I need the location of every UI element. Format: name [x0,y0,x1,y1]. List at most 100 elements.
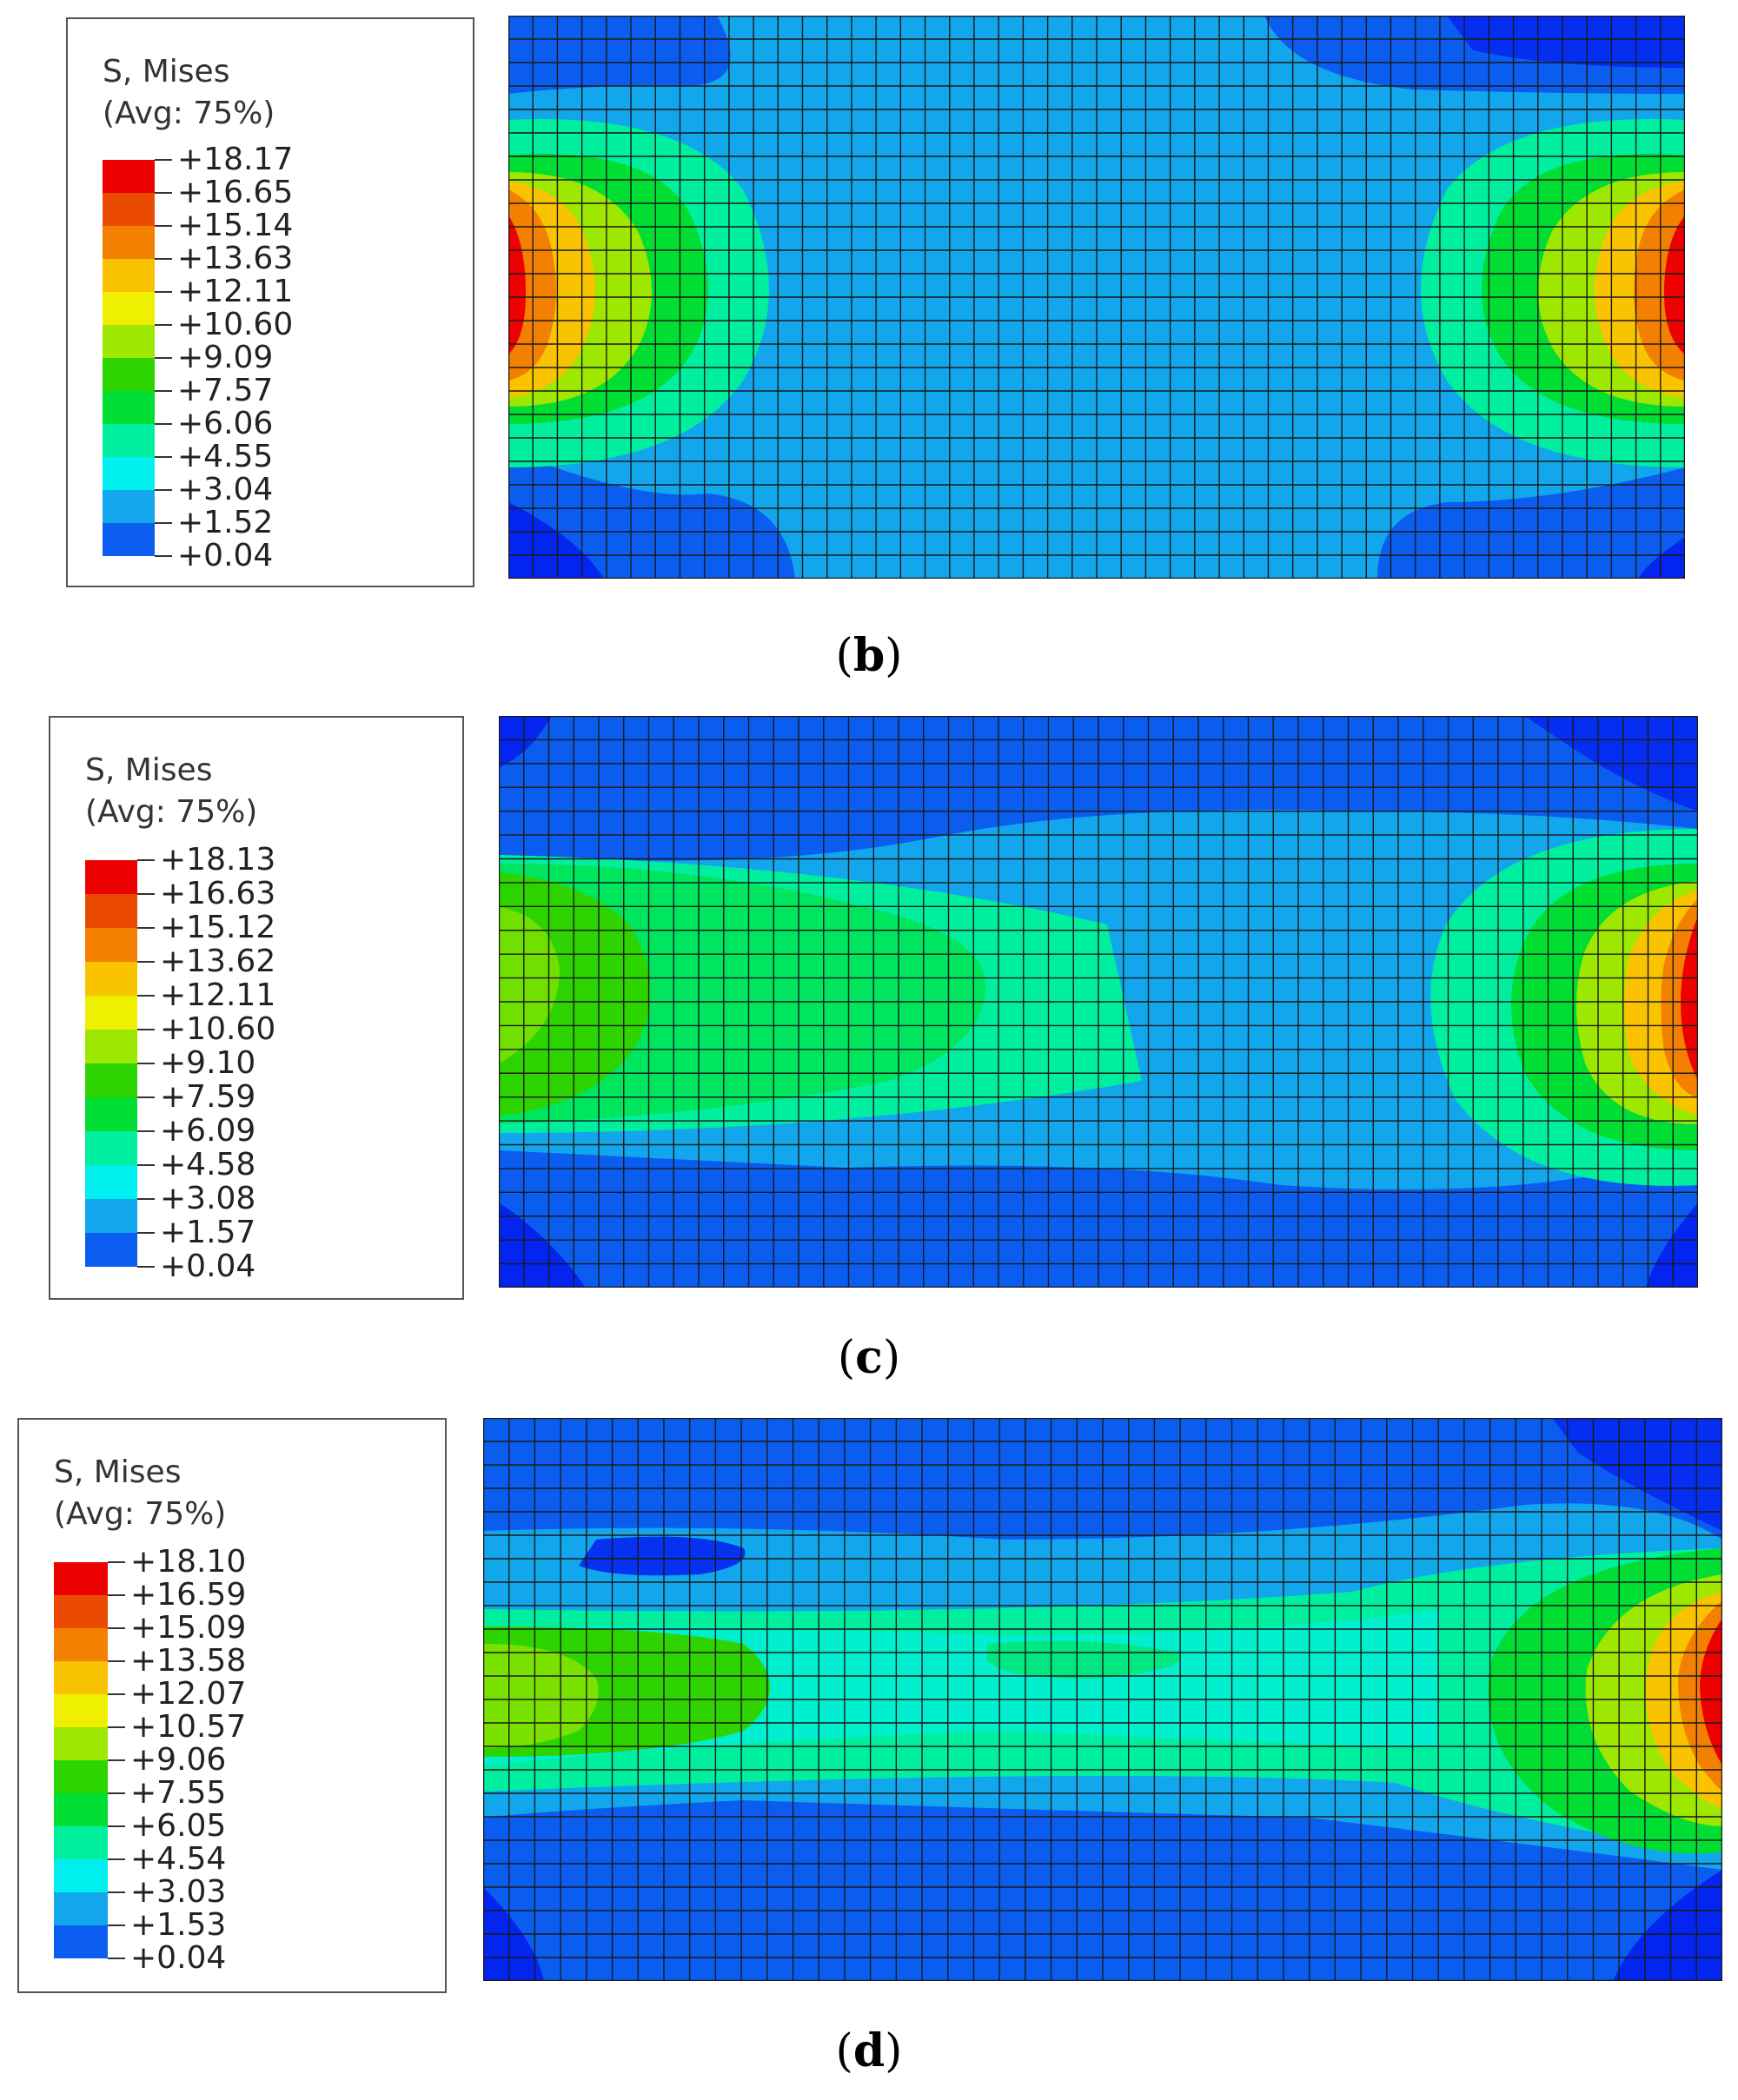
caption-b: (b) [835,629,903,682]
legend-swatch [85,928,137,962]
legend-value: +13.63 [177,241,294,276]
legend-value: +15.12 [160,910,276,945]
legend-swatch [103,358,155,391]
legend-value: +6.09 [160,1113,256,1149]
legend-swatch [85,996,137,1030]
legend-swatch [85,894,137,928]
legend-tick [137,893,155,895]
legend-swatch [54,1562,108,1595]
legend-tick [108,1958,125,1959]
legend-subtitle-c: (Avg: 75%) [85,794,258,830]
legend-value: +1.57 [160,1215,256,1250]
legend-swatch [54,1925,108,1958]
legend-value: +3.08 [160,1181,256,1216]
legend-tick [108,1924,125,1926]
legend-value: +9.09 [177,340,274,375]
legend-subtitle-b: (Avg: 75%) [103,96,275,131]
legend-tick [155,324,172,326]
legend-value: +10.60 [160,1011,276,1047]
legend-swatch [103,523,155,556]
legend-swatch [103,292,155,325]
legend-swatch [103,193,155,226]
legend-swatch [103,160,155,193]
legend-c: S, Mises (Avg: 75%) +18.13 +16.63 +15.12 +1… [49,716,464,1300]
legend-swatch [54,1727,108,1760]
legend-tick [155,357,172,359]
legend-tick [137,1063,155,1064]
legend-value: +12.11 [160,977,276,1013]
legend-value: +9.10 [160,1045,256,1081]
legend-value: +16.59 [130,1577,247,1613]
legend-swatch [54,1595,108,1628]
legend-value: +15.14 [177,208,294,243]
legend-value: +9.06 [130,1742,227,1778]
legend-tick [155,192,172,194]
legend-tick [137,1266,155,1268]
legend-value: +1.53 [130,1907,227,1943]
legend-tick [155,258,172,260]
legend-tick [137,1198,155,1200]
legend-tick [108,1594,125,1596]
legend-tick [137,1232,155,1234]
legend-tick [137,1130,155,1132]
legend-swatch [85,1131,137,1165]
legend-value: +10.60 [177,307,294,342]
legend-tick [155,225,172,227]
legend-tick [108,1726,125,1728]
legend-swatch [54,1694,108,1727]
legend-tick [137,1096,155,1098]
legend-tick [108,1561,125,1563]
legend-swatch [54,1826,108,1859]
legend-value: +13.58 [130,1643,247,1679]
legend-swatch [85,1165,137,1199]
legend-title-c: S, Mises [85,752,213,788]
legend-subtitle-d: (Avg: 75%) [54,1496,227,1532]
legend-value: +6.05 [130,1808,227,1844]
legend-tick [108,1825,125,1827]
legend-value: +10.57 [130,1709,247,1745]
legend-tick [137,859,155,861]
legend-tick [108,1693,125,1695]
legend-value: +4.58 [160,1147,256,1182]
legend-value: +7.59 [160,1079,256,1115]
legend-tick [108,1627,125,1629]
legend-title-d: S, Mises [54,1454,182,1490]
legend-value: +3.03 [130,1874,227,1910]
legend-tick [137,961,155,963]
legend-tick [137,1164,155,1166]
legend-swatch [103,424,155,457]
legend-tick [108,1858,125,1860]
legend-swatch [54,1760,108,1793]
legend-tick [108,1792,125,1794]
legend-swatch [103,391,155,424]
legend-tick [137,927,155,929]
legend-swatch [103,259,155,292]
legend-swatch [54,1892,108,1925]
legend-value: +18.10 [130,1544,247,1580]
stress-contour-c [499,716,1698,1288]
legend-swatch [103,457,155,490]
legend-value: +7.55 [130,1775,227,1811]
legend-tick [155,159,172,161]
legend-value: +7.57 [177,373,274,408]
legend-value: +18.13 [160,842,276,878]
stress-contour-d [483,1418,1722,1981]
legend-tick [108,1660,125,1662]
legend-value: +6.06 [177,406,274,441]
legend-tick [155,456,172,458]
legend-value: +13.62 [160,944,276,979]
legend-swatch [103,325,155,358]
legend-value: +4.54 [130,1841,227,1877]
legend-value: +18.17 [177,142,294,177]
legend-swatch [85,1097,137,1131]
legend-swatch [103,226,155,259]
legend-title-b: S, Mises [103,54,230,89]
legend-swatch [54,1793,108,1826]
legend-value: +16.63 [160,876,276,911]
legend-tick [155,555,172,557]
legend-tick [137,1029,155,1030]
legend-d: S, Mises (Avg: 75%) +18.10 +16.59 +15.09 +1… [17,1418,447,1993]
legend-value: +12.11 [177,274,294,309]
legend-swatch [54,1859,108,1892]
legend-tick [108,1759,125,1761]
